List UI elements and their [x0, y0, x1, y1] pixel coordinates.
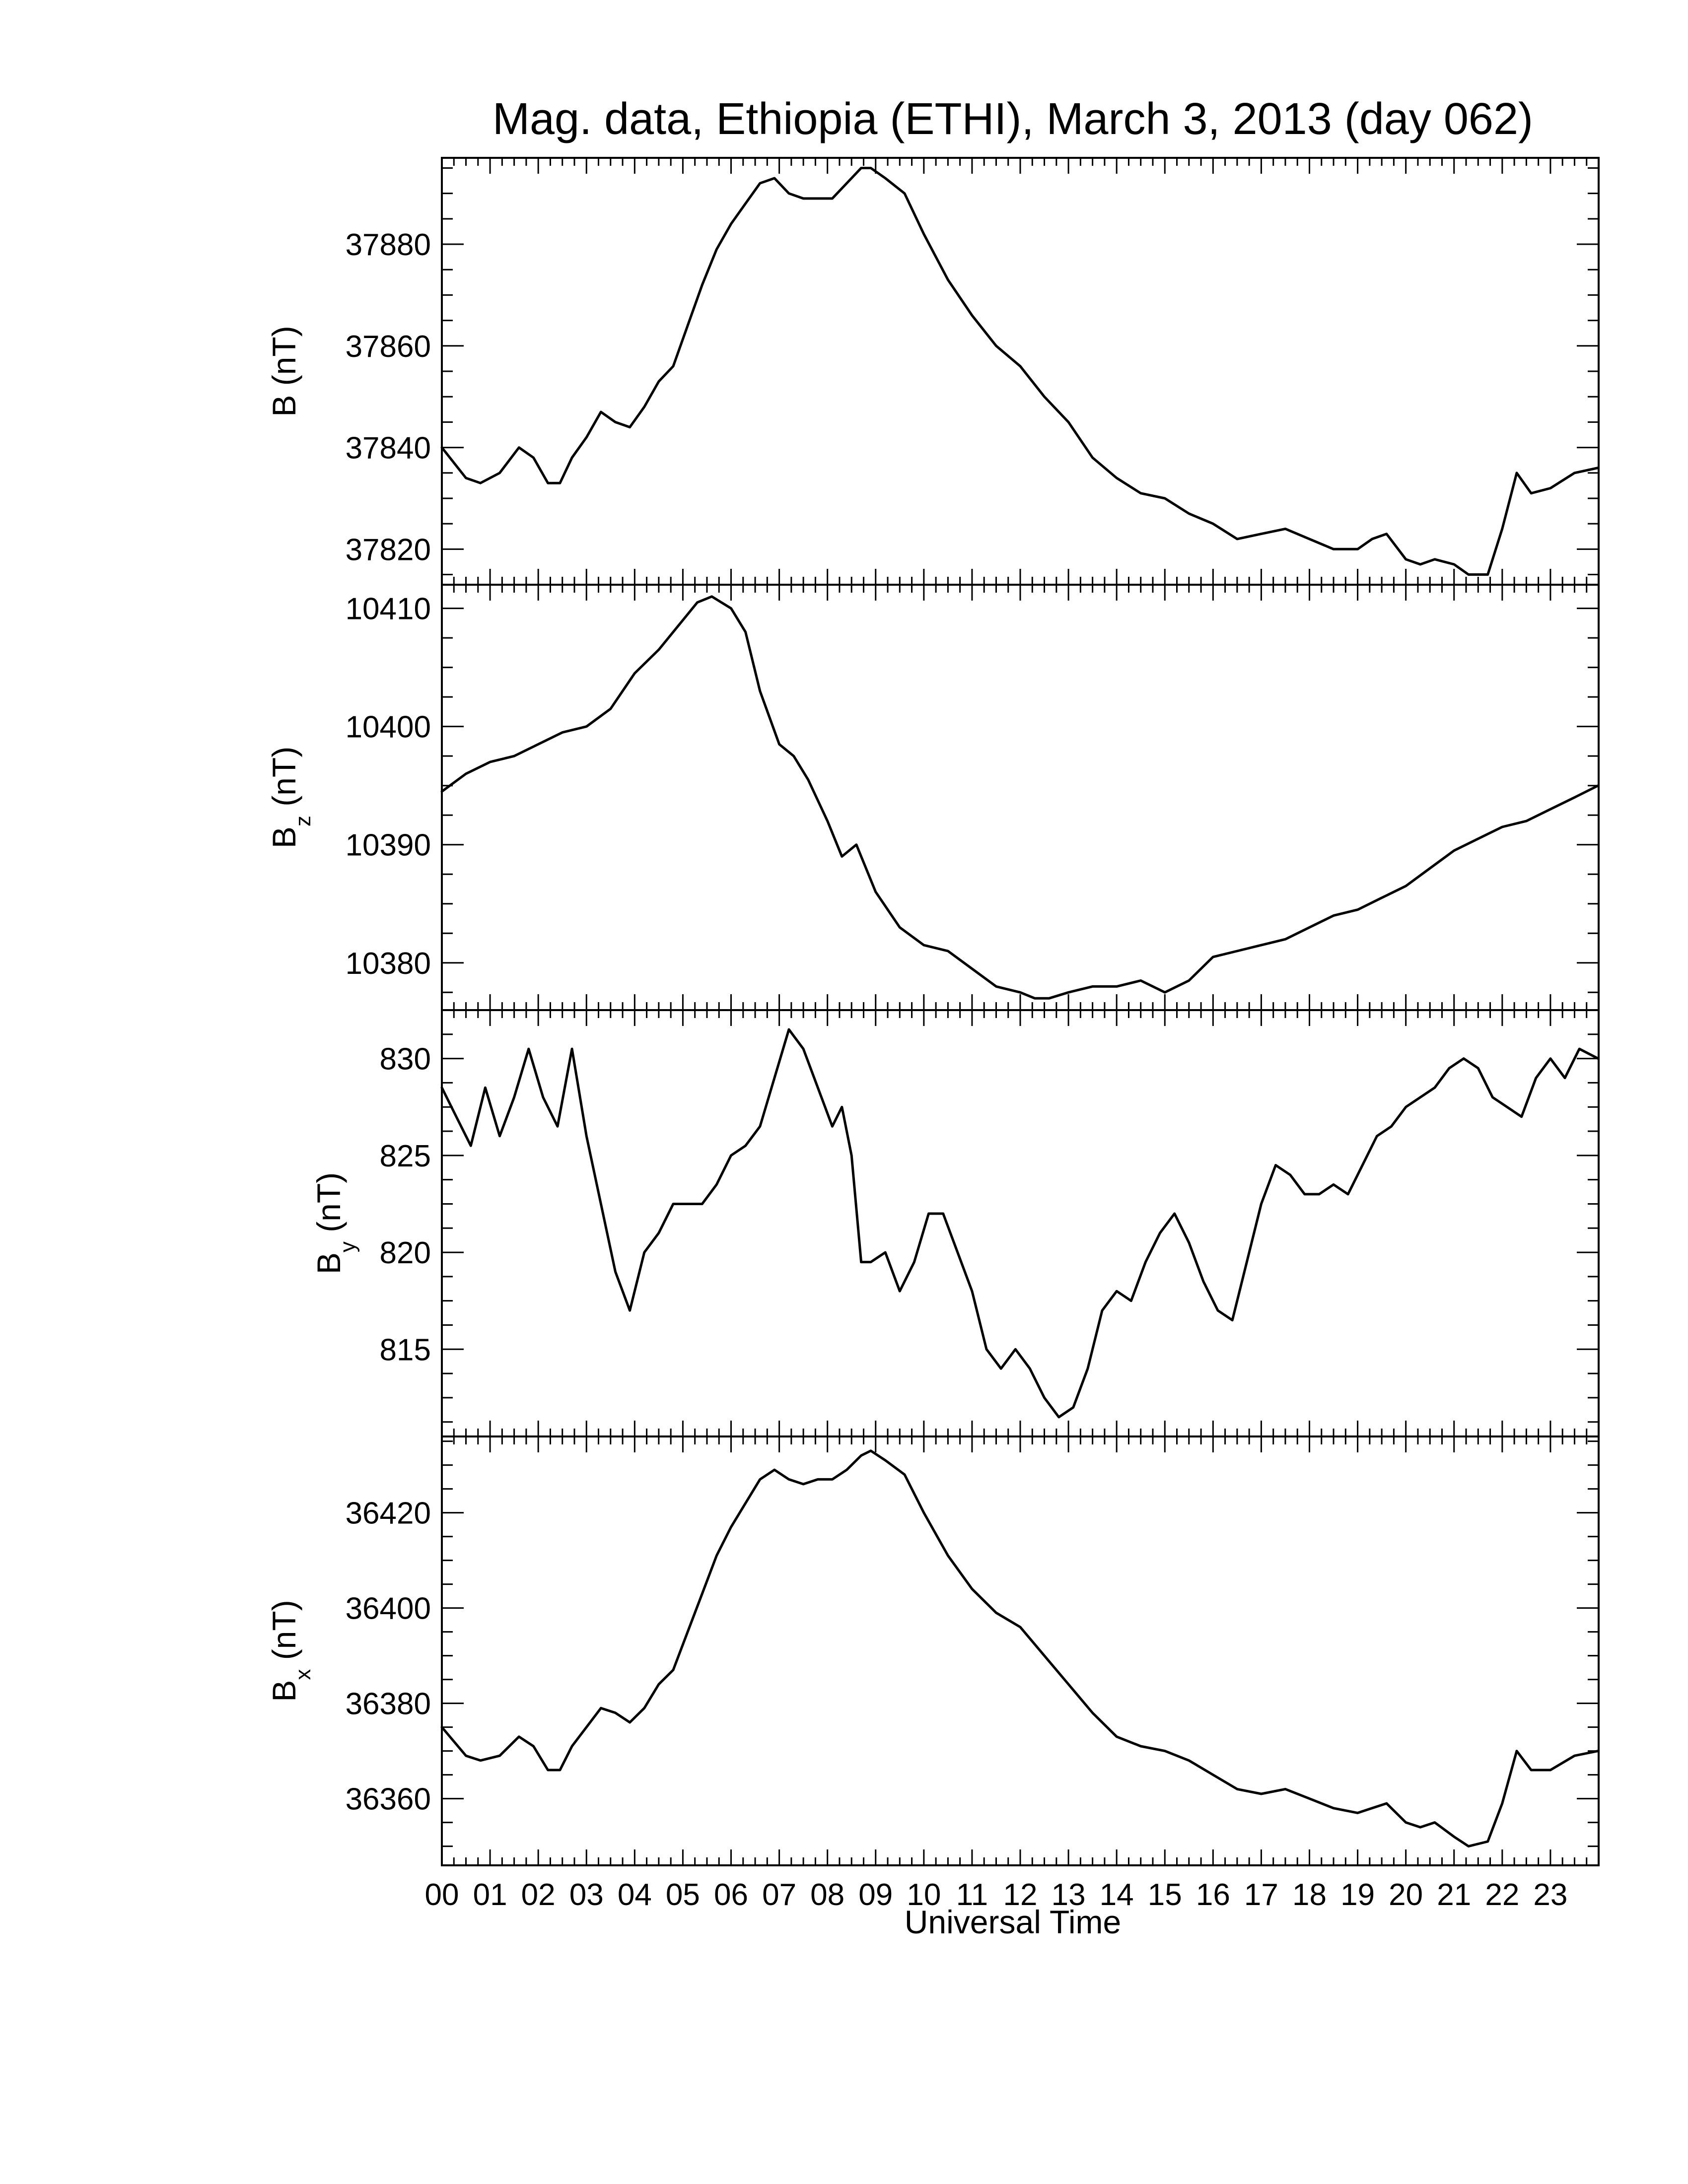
y-tick-label: 36360: [346, 1782, 431, 1817]
y-tick-label: 36420: [346, 1497, 431, 1531]
x-tick-label: 19: [1340, 1878, 1375, 1912]
panel-2: 10380 10390 10400 10410 Bz (nT): [266, 584, 1600, 1011]
series-line: [440, 167, 1600, 576]
y-axis-label-unit: (nT): [266, 326, 302, 395]
series-line: [440, 1449, 1600, 1848]
y-axis-label-unit: (nT): [310, 1172, 347, 1241]
y-tick-label: 37860: [346, 330, 431, 364]
y-axis-label-main: B: [310, 1252, 347, 1274]
x-tick-label: 02: [521, 1878, 556, 1912]
x-tick-label: 12: [1003, 1878, 1038, 1912]
y-axis-label-main: B: [266, 826, 302, 848]
x-tick-label: 07: [762, 1878, 796, 1912]
x-tick-label: 09: [858, 1878, 893, 1912]
x-tick-label: 05: [666, 1878, 700, 1912]
y-axis-label-subscript: x: [291, 1669, 315, 1680]
y-tick-label: 37880: [346, 228, 431, 262]
x-tick-label: 04: [618, 1878, 652, 1912]
y-tick-label: 10390: [346, 828, 431, 863]
y-tick-label: 830: [380, 1042, 431, 1077]
x-tick-label: 11: [956, 1878, 988, 1912]
x-tick-label: 21: [1437, 1878, 1471, 1912]
y-tick-label: 825: [380, 1139, 431, 1173]
x-tick-label: 23: [1533, 1878, 1567, 1912]
y-axis-label: By (nT): [310, 1172, 360, 1274]
x-tick-label: 00: [425, 1878, 459, 1912]
x-tick-label: 01: [473, 1878, 507, 1912]
y-tick-label: 37820: [346, 533, 431, 567]
x-axis: 00 01 02 03 04 05 06 07 08 09 10 11 12 13 14 15 16 17 18 19…: [425, 1878, 1568, 1912]
y-axis-label-main: B: [266, 395, 302, 417]
chart-title: Mag. data, Ethiopia (ETHI), March 3, 201…: [492, 94, 1533, 144]
x-tick-label: 13: [1052, 1878, 1086, 1912]
x-tick-label: 10: [907, 1878, 941, 1912]
x-tick-label: 17: [1244, 1878, 1278, 1912]
y-axis-label-main: B: [266, 1680, 302, 1702]
y-axis-label-subscript: y: [336, 1241, 360, 1252]
y-axis-label: B (nT): [266, 326, 302, 416]
panels: 37820 37840 37860 37880 B (nT) 10380 10390 1040…: [266, 157, 1600, 1866]
series-line: [440, 1028, 1600, 1419]
y-tick-label: 36400: [346, 1592, 431, 1626]
x-tick-label: 22: [1485, 1878, 1519, 1912]
panel-4: 36360 36380 36400 36420 Bx (nT): [266, 1435, 1600, 1866]
x-tick-label: 15: [1148, 1878, 1182, 1912]
y-tick-label: 820: [380, 1236, 431, 1270]
x-tick-label: 20: [1389, 1878, 1423, 1912]
y-axis-label: Bz (nT): [266, 747, 315, 848]
x-tick-label: 14: [1100, 1878, 1134, 1912]
y-tick-label: 37840: [346, 431, 431, 466]
y-tick-label: 10410: [346, 592, 431, 626]
y-axis-label: Bx (nT): [266, 1600, 315, 1702]
y-tick-label: 10400: [346, 710, 431, 745]
y-tick-label: 10380: [346, 947, 431, 981]
y-axis-label-subscript: z: [291, 816, 315, 826]
x-tick-label: 18: [1292, 1878, 1327, 1912]
y-tick-label: 815: [380, 1333, 431, 1367]
x-axis-label: Universal Time: [905, 1904, 1121, 1940]
series-line: [440, 595, 1600, 1000]
x-tick-label: 16: [1196, 1878, 1230, 1912]
y-axis-label-unit: (nT): [266, 747, 302, 816]
y-axis-label-unit: (nT): [266, 1600, 302, 1669]
x-tick-label: 03: [569, 1878, 604, 1912]
x-tick-label: 08: [810, 1878, 844, 1912]
y-tick-label: 36380: [346, 1687, 431, 1721]
x-tick-label: 06: [714, 1878, 748, 1912]
